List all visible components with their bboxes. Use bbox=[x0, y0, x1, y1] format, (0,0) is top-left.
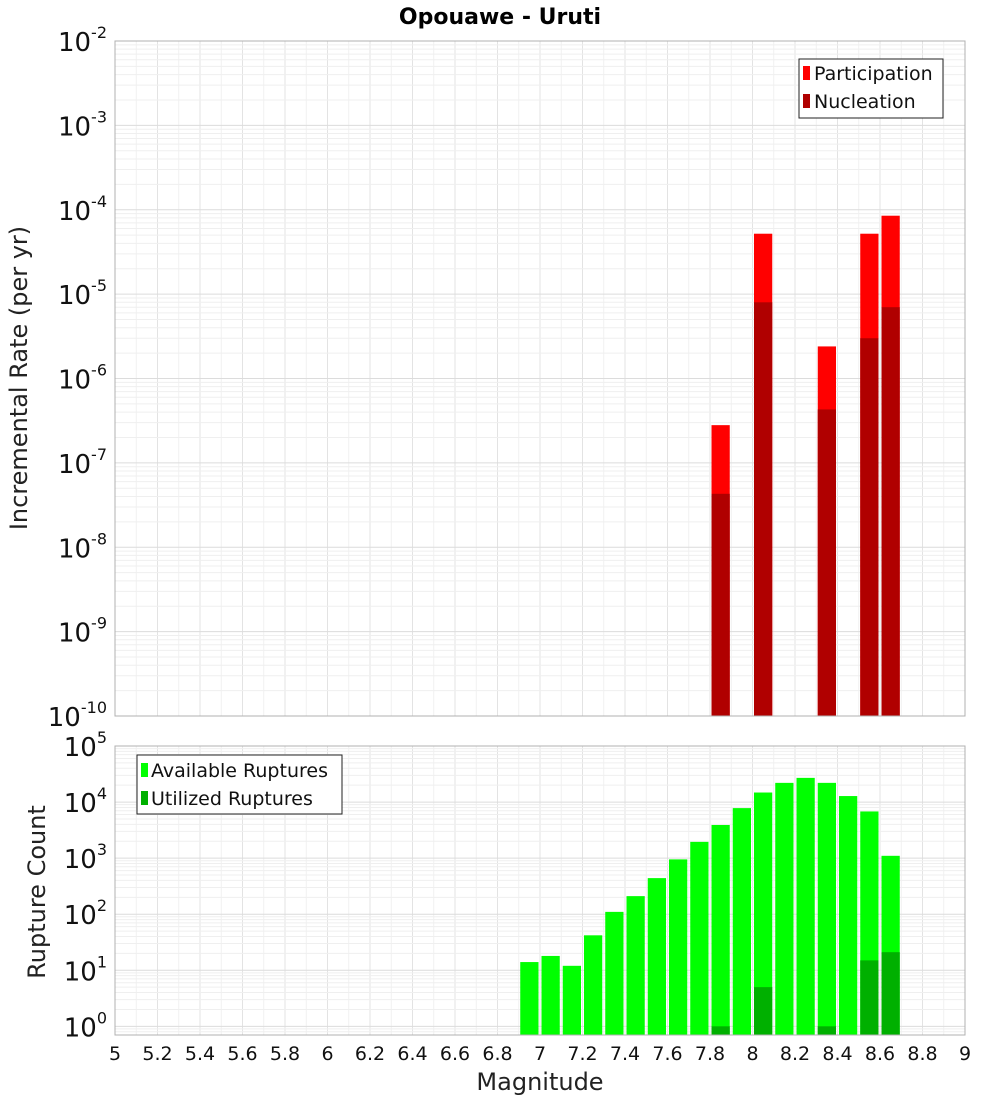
y-tick-label: 10-8 bbox=[58, 529, 107, 564]
bar-nucleation bbox=[860, 338, 879, 716]
y-tick-label: 10-6 bbox=[58, 361, 107, 396]
bar-available-ruptures bbox=[711, 824, 730, 1035]
bar-utilized-ruptures bbox=[817, 1026, 836, 1035]
legend-label-available: Available Ruptures bbox=[151, 760, 328, 782]
y-tick-label: 10-10 bbox=[48, 698, 107, 733]
bottom-plot-area bbox=[114, 745, 966, 1036]
bar-utilized-ruptures bbox=[711, 1026, 730, 1035]
y-tick-label: 102 bbox=[64, 896, 107, 931]
x-tick-label: 6 bbox=[321, 1043, 333, 1065]
y-tick-label: 101 bbox=[64, 952, 107, 987]
bottom-legend-box bbox=[136, 754, 343, 815]
y-tick-label: 103 bbox=[64, 840, 107, 875]
bar-available-ruptures bbox=[605, 911, 624, 1035]
x-tick-label: 6.8 bbox=[482, 1043, 512, 1065]
bar-available-ruptures bbox=[839, 796, 858, 1035]
y-tick-label: 10-4 bbox=[58, 192, 107, 227]
bar-available-ruptures bbox=[647, 878, 666, 1035]
x-tick-label: 8.2 bbox=[780, 1043, 810, 1065]
bar-available-ruptures bbox=[817, 782, 836, 1035]
x-tick-label: 7.6 bbox=[652, 1043, 682, 1065]
x-tick-label: 6.4 bbox=[397, 1043, 427, 1065]
legend-label-nucleation: Nucleation bbox=[814, 91, 916, 113]
bar-available-ruptures bbox=[541, 955, 560, 1035]
y-tick-label: 10-5 bbox=[58, 276, 107, 311]
legend-swatch-nucleation bbox=[803, 94, 810, 108]
bar-available-ruptures bbox=[669, 859, 688, 1035]
top-y-axis-label: Incremental Rate (per yr) bbox=[5, 226, 33, 530]
x-tick-label: 9 bbox=[959, 1043, 971, 1065]
bar-nucleation bbox=[754, 302, 773, 716]
x-tick-label: 7 bbox=[534, 1043, 546, 1065]
bar-available-ruptures bbox=[754, 792, 773, 1035]
x-axis-label: Magnitude bbox=[476, 1068, 603, 1096]
x-tick-label: 8.8 bbox=[907, 1043, 937, 1065]
top-y-axis-ticks: 10-2 10-3 10-4 10-5 10-6 10-7 10-8 10-9 10-10 bbox=[48, 23, 107, 733]
bottom-y-axis-ticks: 105 104 103 102 101 100 bbox=[64, 728, 107, 1043]
x-tick-label: 5.2 bbox=[142, 1043, 172, 1065]
top-plot-area bbox=[114, 40, 966, 717]
y-tick-label: 105 bbox=[64, 728, 107, 763]
bar-nucleation bbox=[711, 493, 730, 716]
bar-available-ruptures bbox=[775, 782, 794, 1035]
legend-label-utilized: Utilized Ruptures bbox=[151, 788, 313, 810]
x-tick-label: 5.8 bbox=[270, 1043, 300, 1065]
bottom-legend: Available Ruptures Utilized Ruptures bbox=[136, 754, 343, 815]
y-tick-label: 10-2 bbox=[58, 23, 107, 58]
bar-utilized-ruptures bbox=[881, 952, 900, 1035]
bar-utilized-ruptures bbox=[754, 987, 773, 1035]
x-tick-label: 7.2 bbox=[567, 1043, 597, 1065]
top-plot-bars bbox=[711, 215, 900, 717]
x-tick-label: 8 bbox=[746, 1043, 758, 1065]
y-tick-label: 100 bbox=[64, 1008, 107, 1043]
bottom-y-axis-label: Rupture Count bbox=[23, 805, 51, 979]
x-tick-label: 6.2 bbox=[355, 1043, 385, 1065]
y-tick-label: 10-3 bbox=[58, 107, 107, 142]
y-tick-label: 10-7 bbox=[58, 445, 107, 480]
bar-available-ruptures bbox=[690, 841, 709, 1035]
x-axis-ticks: 5 5.2 5.4 5.6 5.8 6 6.2 6.4 6.6 6.8 7 7.2 7.4 7.6 7.8 8… bbox=[109, 1043, 971, 1065]
legend-label-participation: Participation bbox=[814, 63, 933, 85]
y-tick-label: 104 bbox=[64, 784, 107, 819]
top-legend-box bbox=[798, 58, 944, 119]
x-tick-label: 5.4 bbox=[185, 1043, 215, 1065]
bar-available-ruptures bbox=[796, 777, 815, 1035]
x-tick-label: 6.6 bbox=[440, 1043, 470, 1065]
bottom-plot-bars bbox=[520, 777, 900, 1035]
bar-available-ruptures bbox=[626, 896, 645, 1035]
bar-available-ruptures bbox=[520, 962, 539, 1035]
x-tick-label: 5 bbox=[109, 1043, 121, 1065]
top-plot-grid bbox=[114, 40, 966, 717]
bar-available-ruptures bbox=[562, 965, 581, 1035]
bar-nucleation bbox=[881, 307, 900, 716]
x-tick-label: 5.6 bbox=[227, 1043, 257, 1065]
x-tick-label: 7.8 bbox=[695, 1043, 725, 1065]
y-tick-label: 10-9 bbox=[58, 614, 107, 649]
x-tick-label: 8.6 bbox=[865, 1043, 895, 1065]
bar-available-ruptures bbox=[584, 935, 603, 1035]
x-tick-label: 7.4 bbox=[610, 1043, 640, 1065]
chart-title: Opouawe - Uruti bbox=[399, 5, 601, 30]
bar-nucleation bbox=[817, 409, 836, 716]
bar-available-ruptures bbox=[732, 808, 751, 1035]
bar-utilized-ruptures bbox=[860, 960, 879, 1035]
legend-swatch-available bbox=[141, 763, 148, 777]
legend-swatch-utilized bbox=[141, 791, 148, 805]
x-tick-label: 8.4 bbox=[822, 1043, 852, 1065]
legend-swatch-participation bbox=[803, 66, 810, 80]
top-legend: Participation Nucleation bbox=[798, 58, 944, 119]
